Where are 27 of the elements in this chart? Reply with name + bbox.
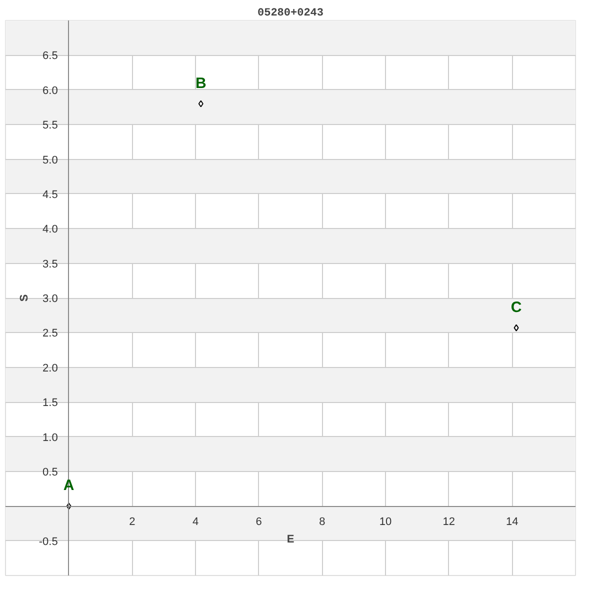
annotation: A [63, 477, 74, 494]
x-tick-label: 10 [379, 516, 392, 528]
annotation: C [510, 298, 522, 316]
y-tick-label: 6.5 [42, 50, 58, 62]
y-tick-label: 1.0 [42, 432, 58, 444]
chart-title: 05280+0243 [257, 8, 324, 20]
x-tick-label: 14 [506, 516, 518, 528]
y-tick-label: 3.0 [42, 293, 58, 305]
x-tick-label: 8 [319, 516, 326, 528]
y-tick-label: 3.5 [42, 258, 58, 270]
y-tick-label: 4.0 [42, 224, 58, 236]
y-tick-label: 5.5 [42, 120, 58, 132]
y-tick-label: 1.5 [42, 397, 58, 410]
y-tick-label: 6.0 [42, 84, 58, 97]
annotation: B [195, 74, 206, 92]
y-tick-label: 4.5 [42, 188, 58, 201]
y-tick-label: 5.0 [42, 154, 58, 166]
x-tick-label: 12 [442, 516, 455, 528]
x-tick-label: 4 [192, 516, 199, 528]
y-tick-label: 2.5 [42, 328, 58, 340]
y-tick-label: 2.0 [42, 362, 58, 374]
x-tick-label: 6 [256, 516, 262, 528]
x-tick-label: 2 [129, 516, 136, 528]
y-tick-label: 0.5 [42, 466, 58, 478]
y-axis-title: S [18, 294, 31, 302]
y-tick-label: -0.5 [38, 536, 58, 548]
x-axis-title: E [286, 534, 294, 546]
